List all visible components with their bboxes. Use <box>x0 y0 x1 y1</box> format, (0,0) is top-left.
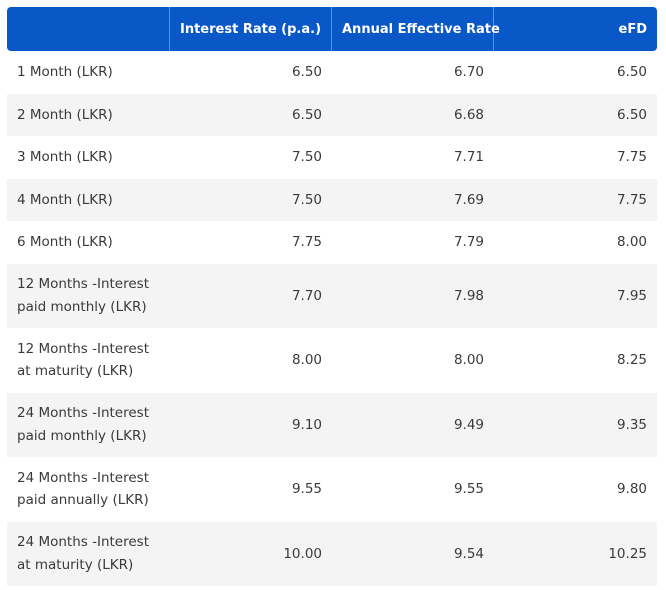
term-cell: 6 Month (LKR) <box>7 221 170 264</box>
header-term <box>7 7 170 51</box>
term-cell: 1 Month (LKR) <box>7 51 170 94</box>
term-cell: 24 Months -Interest paid annually (LKR) <box>7 457 170 522</box>
interest-rate-cell: 7.70 <box>170 263 332 328</box>
rates-table-container: Interest Rate (p.a.) Annual Effective Ra… <box>7 7 657 586</box>
header-annual-effective-rate: Annual Effective Rate <box>332 7 500 51</box>
term-cell: 24 Months -Interest at maturity (LKR) <box>7 521 170 586</box>
efd-cell: 8.25 <box>494 328 657 393</box>
annual-effective-rate-cell: 6.70 <box>332 51 494 94</box>
annual-effective-rate-cell: 9.55 <box>332 457 494 522</box>
term-cell: 24 Months -Interest paid monthly (LKR) <box>7 392 170 457</box>
efd-cell: 9.80 <box>494 457 657 522</box>
table-row: 12 Months -Interest at maturity (LKR) 8.… <box>7 328 657 393</box>
annual-effective-rate-cell: 6.68 <box>332 93 494 136</box>
term-cell: 2 Month (LKR) <box>7 93 170 136</box>
term-cell: 4 Month (LKR) <box>7 178 170 221</box>
interest-rate-cell: 6.50 <box>170 93 332 136</box>
efd-cell: 9.35 <box>494 392 657 457</box>
table-row: 2 Month (LKR) 6.50 6.68 6.50 <box>7 93 657 136</box>
efd-cell: 6.50 <box>494 93 657 136</box>
table-row: 1 Month (LKR) 6.50 6.70 6.50 <box>7 51 657 94</box>
table-row: 4 Month (LKR) 7.50 7.69 7.75 <box>7 178 657 221</box>
efd-cell: 10.25 <box>494 521 657 586</box>
interest-rate-cell: 7.50 <box>170 136 332 179</box>
annual-effective-rate-cell: 7.71 <box>332 136 494 179</box>
header-row: Interest Rate (p.a.) Annual Effective Ra… <box>7 7 657 51</box>
table-row: 24 Months -Interest paid annually (LKR) … <box>7 457 657 522</box>
annual-effective-rate-cell: 7.69 <box>332 178 494 221</box>
annual-effective-rate-cell: 8.00 <box>332 328 494 393</box>
table-header: Interest Rate (p.a.) Annual Effective Ra… <box>7 7 657 51</box>
interest-rate-cell: 7.75 <box>170 221 332 264</box>
header-interest-rate: Interest Rate (p.a.) <box>170 7 332 51</box>
table-row: 24 Months -Interest paid monthly (LKR) 9… <box>7 392 657 457</box>
header-efd: eFD <box>494 7 657 51</box>
efd-cell: 6.50 <box>494 51 657 94</box>
interest-rate-cell: 6.50 <box>170 51 332 94</box>
table-row: 3 Month (LKR) 7.50 7.71 7.75 <box>7 136 657 179</box>
interest-rate-cell: 7.50 <box>170 178 332 221</box>
interest-rate-cell: 10.00 <box>170 521 332 586</box>
term-cell: 12 Months -Interest at maturity (LKR) <box>7 328 170 393</box>
fixed-deposit-rates-table: Interest Rate (p.a.) Annual Effective Ra… <box>7 7 657 586</box>
table-row: 6 Month (LKR) 7.75 7.79 8.00 <box>7 221 657 264</box>
efd-cell: 8.00 <box>494 221 657 264</box>
annual-effective-rate-cell: 9.49 <box>332 392 494 457</box>
annual-effective-rate-cell: 7.79 <box>332 221 494 264</box>
table-body: 1 Month (LKR) 6.50 6.70 6.50 2 Month (LK… <box>7 51 657 586</box>
table-row: 12 Months -Interest paid monthly (LKR) 7… <box>7 263 657 328</box>
annual-effective-rate-cell: 7.98 <box>332 263 494 328</box>
interest-rate-cell: 8.00 <box>170 328 332 393</box>
efd-cell: 7.75 <box>494 136 657 179</box>
term-cell: 3 Month (LKR) <box>7 136 170 179</box>
efd-cell: 7.75 <box>494 178 657 221</box>
term-cell: 12 Months -Interest paid monthly (LKR) <box>7 263 170 328</box>
annual-effective-rate-cell: 9.54 <box>332 521 494 586</box>
efd-cell: 7.95 <box>494 263 657 328</box>
interest-rate-cell: 9.55 <box>170 457 332 522</box>
table-row: 24 Months -Interest at maturity (LKR) 10… <box>7 521 657 586</box>
interest-rate-cell: 9.10 <box>170 392 332 457</box>
